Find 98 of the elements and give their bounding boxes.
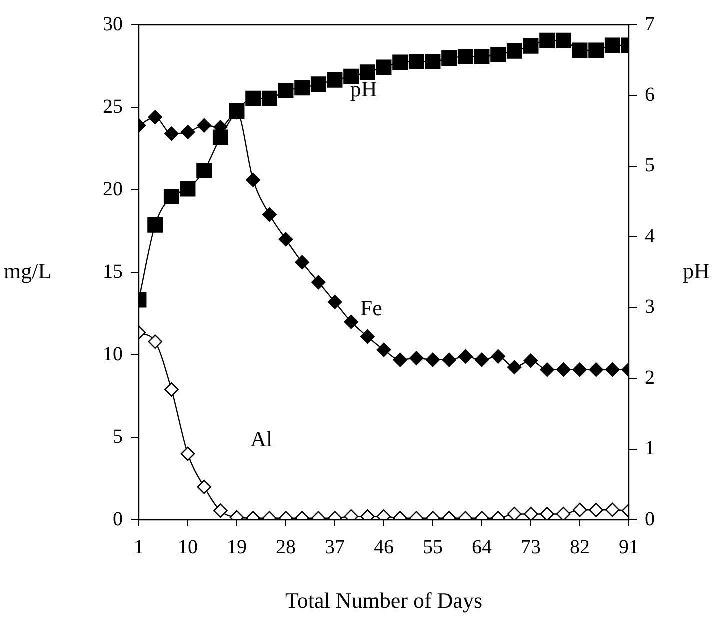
point xyxy=(344,314,358,330)
point xyxy=(458,350,473,364)
point xyxy=(278,83,294,98)
x-tick-label: 1 xyxy=(134,536,144,558)
point xyxy=(278,232,294,247)
x-tick-label: 73 xyxy=(521,536,541,558)
y-tick-label: 20 xyxy=(103,178,123,200)
point xyxy=(604,38,620,54)
point xyxy=(360,64,376,80)
x-tick-label: 37 xyxy=(325,536,345,558)
y-axis-title: mg/L xyxy=(4,258,52,284)
point xyxy=(506,43,522,59)
x-tick-label: 91 xyxy=(619,536,639,558)
x-axis-title: Total Number of Days xyxy=(285,588,483,613)
point xyxy=(197,480,212,494)
y2-tick-label: 1 xyxy=(645,438,655,460)
point xyxy=(180,181,196,197)
point xyxy=(328,295,342,310)
y-tick-label: 25 xyxy=(103,96,123,118)
point xyxy=(540,32,556,48)
point xyxy=(262,208,277,222)
point xyxy=(425,54,441,70)
point xyxy=(212,130,228,146)
y-tick-label: 10 xyxy=(103,343,123,366)
y-tick-label: 30 xyxy=(103,13,123,36)
point xyxy=(262,90,278,106)
y-tick-label: 0 xyxy=(113,508,123,530)
y2-tick-label: 7 xyxy=(645,13,655,36)
point xyxy=(491,350,506,364)
point xyxy=(606,502,620,518)
point xyxy=(474,352,490,368)
point xyxy=(180,446,196,462)
x-tick-label: 19 xyxy=(227,536,247,558)
point xyxy=(164,189,180,205)
point xyxy=(508,507,522,520)
x-tick-label: 10 xyxy=(178,536,198,558)
point xyxy=(540,507,554,520)
point xyxy=(442,50,458,66)
y-tick-label: 15 xyxy=(103,260,123,283)
series-label: pH xyxy=(350,76,378,102)
y2-tick-label: 4 xyxy=(645,225,655,248)
point xyxy=(295,255,310,270)
point xyxy=(148,217,164,233)
point xyxy=(540,362,554,377)
point xyxy=(214,504,228,518)
point xyxy=(360,330,375,344)
point xyxy=(458,49,474,65)
point xyxy=(197,118,212,133)
point xyxy=(148,110,162,125)
y-tick-label: 5 xyxy=(113,426,123,448)
series-label: Fe xyxy=(360,296,382,321)
point xyxy=(393,352,408,368)
x-tick-label: 64 xyxy=(472,536,492,558)
point xyxy=(312,275,326,290)
point xyxy=(442,352,456,368)
point xyxy=(588,42,604,58)
x-tick-label: 46 xyxy=(374,536,394,558)
point xyxy=(408,54,424,70)
point xyxy=(246,90,262,106)
x-tick-label: 82 xyxy=(570,536,590,558)
point xyxy=(572,362,588,377)
point xyxy=(196,162,212,178)
y2-tick-label: 5 xyxy=(645,154,655,177)
y2-axis-title: pH xyxy=(683,258,710,284)
y2-tick-label: 6 xyxy=(645,84,655,106)
point xyxy=(164,382,179,397)
point xyxy=(589,362,604,377)
point xyxy=(148,334,162,349)
point xyxy=(246,172,260,188)
point xyxy=(589,502,604,518)
point xyxy=(392,54,408,70)
point xyxy=(523,38,539,54)
point xyxy=(426,352,440,368)
y2-tick-label: 2 xyxy=(645,366,655,389)
x-tick-label: 55 xyxy=(423,536,443,558)
point xyxy=(164,126,179,142)
point xyxy=(327,72,343,88)
point xyxy=(524,354,538,368)
point xyxy=(572,42,588,58)
point xyxy=(410,351,424,366)
point xyxy=(474,49,490,65)
text: Al xyxy=(250,426,273,452)
point xyxy=(376,342,392,358)
point xyxy=(180,125,196,140)
point xyxy=(606,362,620,377)
x-tick-label: 28 xyxy=(276,536,296,558)
point xyxy=(556,507,571,520)
y2-tick-label: 3 xyxy=(645,296,655,318)
point xyxy=(524,507,538,520)
point xyxy=(556,32,572,48)
y2-tick-label: 0 xyxy=(645,508,655,530)
point xyxy=(376,60,392,76)
point xyxy=(294,80,310,96)
point xyxy=(310,76,326,92)
point xyxy=(508,360,522,375)
point xyxy=(572,502,588,518)
point xyxy=(556,362,571,377)
point xyxy=(490,46,506,62)
